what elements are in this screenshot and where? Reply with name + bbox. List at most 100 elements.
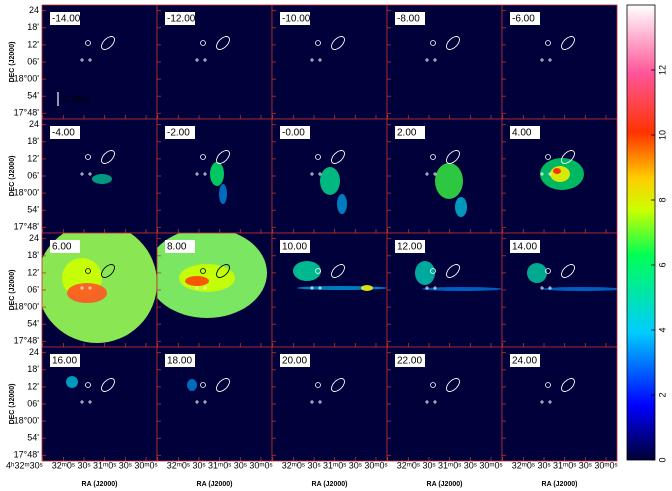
x-tick-label: 32ᵐ0ˢ: [397, 460, 420, 470]
source-marker: [200, 154, 206, 160]
plus-marker: [88, 58, 92, 62]
beam-ellipse: [216, 150, 230, 164]
panel-label: 10.00: [282, 242, 307, 253]
panel-label-box: [165, 240, 195, 253]
panel-label-box: [280, 126, 310, 139]
plus-marker: [540, 400, 544, 404]
colorbar-tick-label: 2: [657, 392, 667, 397]
x-axis-label: RA (J2000): [542, 481, 578, 488]
emission: [361, 285, 373, 291]
plus-marker: [203, 58, 207, 62]
beam-ellipse: [101, 378, 115, 392]
source-marker: [315, 382, 321, 388]
source-marker: [85, 154, 91, 160]
y-tick-label: 17°48': [14, 450, 40, 460]
x-tick-label: 31ᵐ0ˢ: [93, 460, 116, 470]
y-axis-label: DEC (J2000): [9, 270, 16, 311]
plus-marker: [80, 400, 84, 404]
emission: [187, 379, 197, 391]
y-tick-label: 12': [27, 39, 39, 49]
y-tick-label: 06': [27, 56, 39, 66]
panel-label-box: [50, 126, 80, 139]
emission: [337, 194, 347, 214]
beam-ellipse: [331, 36, 345, 50]
plus-marker: [540, 58, 544, 62]
y-tick-label: 17°48': [14, 336, 40, 346]
x-tick-label: 30ᵐ0ˢ: [249, 460, 272, 470]
panel-label-box: [280, 240, 310, 253]
plus-marker: [195, 172, 199, 176]
beam-ellipse: [561, 36, 575, 50]
y-tick-label: 17°48': [14, 222, 40, 232]
y-tick-label: 54': [27, 319, 39, 329]
beam-ellipse: [216, 36, 230, 50]
panel-label: 6.00: [52, 242, 72, 253]
emission: [542, 287, 617, 291]
y-tick-label: 18°00': [14, 187, 40, 197]
x-tick-label: 30ˢ: [464, 460, 477, 470]
x-tick-label: 32ᵐ0ˢ: [52, 460, 75, 470]
plus-marker: [548, 286, 552, 290]
panel-label: 24.00: [512, 356, 537, 367]
colorbar-tick-label: 10: [657, 130, 667, 140]
emission: [435, 163, 463, 199]
colorbar-tick-label: 6: [657, 262, 667, 267]
plus-marker: [195, 286, 199, 290]
plus-marker: [425, 172, 429, 176]
emission: [553, 168, 561, 174]
x-tick-label: 31ᵐ0ˢ: [438, 460, 461, 470]
x-tick-label: 30ᵐ0ˢ: [364, 460, 387, 470]
panel-label: 16.00: [52, 356, 77, 367]
panel-label: -6.00: [512, 14, 535, 25]
y-tick-label: 18': [27, 250, 39, 260]
panel-label: -0.00: [282, 128, 305, 139]
beam-ellipse: [101, 36, 115, 50]
colorbar-tick-label: 12: [657, 65, 667, 75]
colorbar: [626, 4, 656, 461]
panel-label-box: [280, 354, 310, 367]
panel-label-box: [50, 354, 80, 367]
panel: [272, 233, 387, 347]
plus-marker: [203, 172, 207, 176]
emission: [415, 261, 435, 285]
source-marker: [430, 40, 436, 46]
colorbar-tick-label: 0: [657, 457, 667, 462]
plus-marker: [80, 172, 84, 176]
plus-marker: [318, 172, 322, 176]
source-marker: [200, 382, 206, 388]
source-marker: [315, 40, 321, 46]
x-tick-label: 30ᵐ0ˢ: [479, 460, 502, 470]
plus-marker: [548, 400, 552, 404]
plus-marker: [540, 172, 544, 176]
emission: [320, 167, 340, 195]
y-tick-label: 06': [27, 284, 39, 294]
beam-ellipse: [101, 150, 115, 164]
x-tick-label: 30ˢ: [422, 460, 435, 470]
panel-label-box: [395, 354, 425, 367]
source-marker: [85, 40, 91, 46]
beam-ellipse: [216, 378, 230, 392]
source-marker: [545, 382, 551, 388]
source-marker: [200, 268, 206, 274]
panel-label: -2.00: [167, 128, 190, 139]
x-tick-label: 31ᵐ0ˢ: [208, 460, 231, 470]
y-axis-label: DEC (J2000): [9, 384, 16, 425]
x-tick-label: 32ᵐ0ˢ: [512, 460, 535, 470]
panel-label: 20.00: [282, 356, 307, 367]
panel-label-box: [50, 240, 80, 253]
emission: [185, 276, 209, 286]
plus-marker: [548, 58, 552, 62]
x-tick-label: 30ˢ: [234, 460, 247, 470]
y-tick-label: 24: [29, 347, 39, 357]
panel-label: 18.00: [167, 356, 192, 367]
panel-label: -14.00: [52, 14, 81, 25]
x-tick-label: 30ˢ: [349, 460, 362, 470]
source-marker: [315, 154, 321, 160]
y-tick-label: 18°00': [14, 415, 40, 425]
plus-marker: [88, 286, 92, 290]
source-marker: [315, 268, 321, 274]
plus-marker: [80, 58, 84, 62]
y-tick-label: 18': [27, 22, 39, 32]
y-tick-label: 54': [27, 205, 39, 215]
x-tick-label: 30ˢ: [579, 460, 592, 470]
